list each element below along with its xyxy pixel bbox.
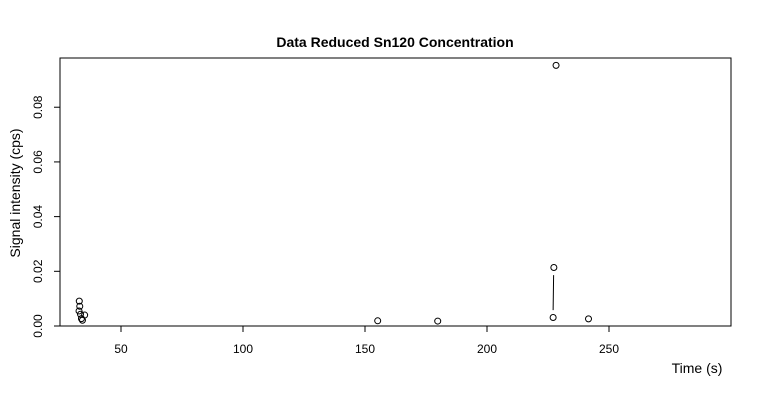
- data-point: [374, 317, 382, 325]
- data-point: [549, 314, 557, 322]
- data-point: [434, 317, 442, 325]
- x-axis: 50 100 150 200 250: [114, 326, 619, 356]
- x-tick-label: 250: [599, 342, 619, 356]
- plot-frame: [59, 57, 732, 327]
- y-axis-label: Signal intensity (cps): [7, 128, 23, 257]
- data-point: [550, 263, 558, 271]
- x-tick-label: 50: [114, 342, 128, 356]
- y-tick-label: 0.04: [31, 205, 45, 229]
- y-tick-label: 0.08: [31, 95, 45, 119]
- y-axis: 0.00 0.02 0.04 0.06 0.08: [31, 95, 60, 338]
- data-series: [75, 61, 593, 325]
- x-axis-label: Time (s): [672, 360, 723, 376]
- chart-title: Data Reduced Sn120 Concentration: [276, 34, 513, 50]
- y-tick-label: 0.06: [31, 150, 45, 174]
- x-tick-label: 200: [477, 342, 497, 356]
- x-tick-label: 150: [355, 342, 375, 356]
- x-tick-label: 100: [233, 342, 253, 356]
- data-point: [585, 315, 593, 323]
- data-point: [76, 310, 84, 318]
- data-point: [81, 311, 89, 319]
- y-tick-label: 0.02: [31, 259, 45, 283]
- data-point: [76, 302, 84, 310]
- y-tick-label: 0.00: [31, 314, 45, 338]
- data-point: [75, 307, 83, 315]
- data-point: [75, 297, 83, 305]
- data-point: [552, 61, 560, 69]
